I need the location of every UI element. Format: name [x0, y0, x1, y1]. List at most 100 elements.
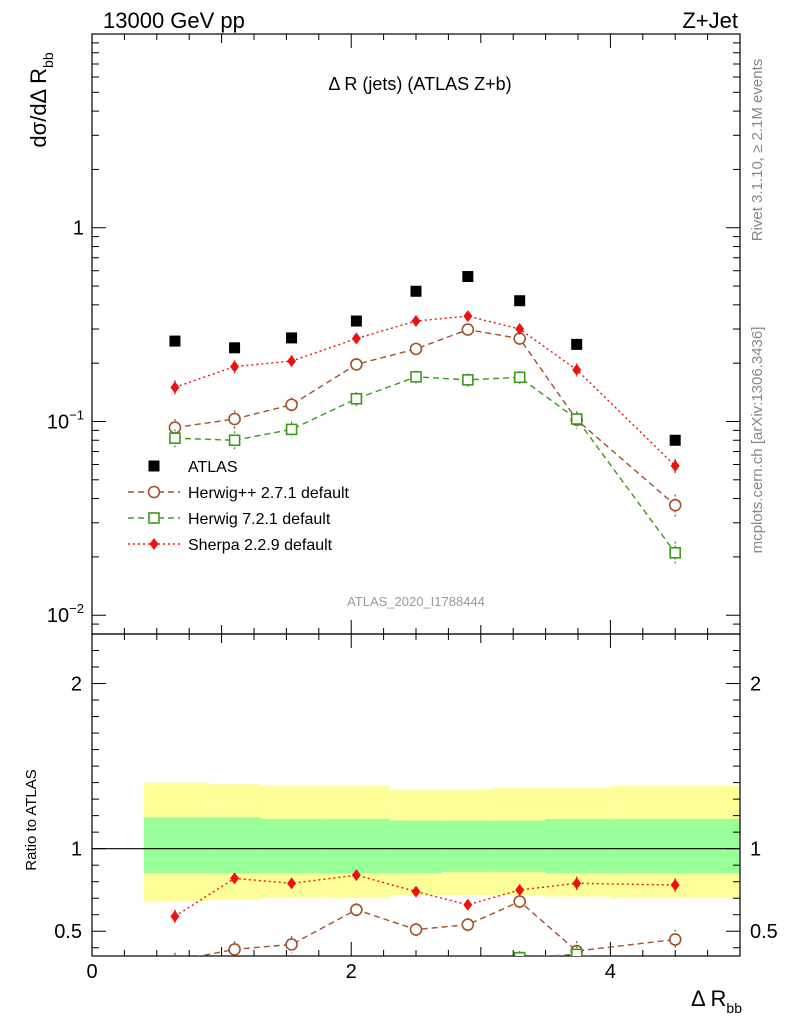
data-point-sherpa [230, 872, 240, 885]
ratio-y-tick-label: 0.5 [750, 921, 778, 943]
data-point-atlas [350, 315, 362, 327]
data-point-sherpa [351, 332, 361, 345]
y-tick-exp: −2 [69, 601, 84, 616]
legend-label: ATLAS [188, 459, 238, 476]
ratio-band-inner [610, 818, 740, 874]
data-point-herwigpp [461, 323, 475, 336]
data-point-sherpa [670, 459, 680, 472]
data-point-herwig7 [411, 959, 421, 969]
data-point-herwig7 [513, 371, 526, 384]
data-point-herwig7 [350, 392, 363, 405]
data-point-sherpa [463, 310, 473, 323]
data-point-herwigpp [513, 895, 526, 908]
data-point-herwig7 [669, 546, 682, 559]
header-process: Z+Jet [682, 8, 738, 33]
ratio-band-inner [208, 817, 261, 874]
data-point-herwigpp [228, 943, 241, 956]
data-point-sherpa [463, 898, 473, 911]
ratio-series-line [536, 953, 591, 956]
x-tick-label: 0 [86, 961, 97, 983]
x-tick-label: 4 [605, 961, 616, 983]
y-tick-base: 10 [47, 605, 69, 627]
ratio-series-line [196, 900, 676, 956]
y-tick-label: 1 [73, 218, 84, 240]
data-point-herwig7 [513, 951, 526, 956]
data-point-sherpa [670, 878, 680, 891]
data-point-sherpa [170, 381, 180, 394]
data-point-sherpa [287, 355, 297, 368]
data-point-sherpa [572, 877, 582, 890]
data-point-herwig7 [287, 964, 297, 974]
data-point-herwig7 [570, 413, 583, 425]
data-point-sherpa [351, 869, 361, 882]
y-tick-base: 1 [73, 218, 84, 240]
ratio-y-tick-label: 1 [71, 839, 82, 861]
data-point-atlas [410, 285, 422, 297]
data-point-herwigpp [350, 903, 363, 917]
data-point-herwig7 [228, 434, 241, 447]
analysis-id: ATLAS_2020_I1788444 [347, 594, 485, 609]
data-point-herwig7 [670, 966, 680, 976]
legend-label: Herwig 7.2.1 default [188, 511, 331, 528]
data-point-herwigpp [168, 421, 182, 434]
data-point-herwigpp [147, 485, 161, 499]
data-point-atlas [669, 434, 681, 446]
data-point-sherpa [411, 885, 421, 898]
ratio-band-inner [493, 820, 546, 872]
ratio-y-tick-label: 0.5 [54, 921, 82, 943]
ratio-band-inner [325, 818, 391, 874]
data-point-atlas [148, 460, 160, 472]
data-point-herwig7 [285, 423, 298, 436]
data-point-sherpa [411, 315, 421, 328]
data-point-herwig7 [148, 512, 160, 524]
data-point-herwig7 [463, 959, 473, 969]
legend-label: Sherpa 2.2.9 default [188, 537, 333, 554]
header-energy: 13000 GeV pp [103, 8, 245, 33]
data-point-herwig7 [462, 374, 474, 386]
data-point-sherpa [515, 883, 525, 896]
data-point-herwig7 [170, 964, 180, 974]
x-tick-label: 2 [346, 961, 357, 983]
ratio-y-tick-label: 2 [71, 674, 82, 696]
data-point-herwigpp [350, 358, 363, 371]
data-point-herwigpp [228, 412, 241, 426]
series-line [174, 328, 676, 506]
data-point-herwigpp [668, 498, 682, 512]
ratio-band-inner [545, 818, 611, 874]
y-axis-label-main: dσ/dΔ R [26, 68, 51, 148]
ratio-series-group [170, 869, 682, 976]
data-point-herwigpp [409, 342, 423, 356]
ratio-y-tick-label: 1 [750, 839, 761, 861]
ratio-band-inner [390, 820, 442, 874]
ratio-ylabel: Ratio to ATLAS [23, 769, 40, 870]
data-point-sherpa [287, 877, 297, 890]
y-tick-label: 10−2 [47, 601, 84, 627]
y-tick-base: 10 [47, 411, 69, 433]
data-point-herwig7 [169, 432, 181, 444]
data-point-atlas [462, 271, 474, 283]
data-point-herwig7 [230, 964, 240, 974]
ratio-y-tick-label: 2 [750, 674, 761, 696]
plot-title: Δ R (jets) (ATLAS Z+b) [328, 74, 511, 94]
data-point-herwigpp [285, 398, 298, 412]
series-line [174, 315, 676, 467]
y-axis-label: dσ/dΔ Rbb [26, 52, 56, 147]
data-point-herwigpp [171, 954, 179, 956]
data-point-sherpa [170, 910, 180, 923]
data-point-sherpa [149, 538, 159, 550]
y-axis-label-sub: bb [40, 52, 56, 68]
data-point-herwigpp [285, 938, 298, 951]
data-point-atlas [229, 342, 241, 354]
x-axis-label-sub: bb [726, 1000, 742, 1016]
ratio-band-inner [260, 818, 326, 874]
data-point-sherpa [572, 363, 582, 376]
data-point-atlas [514, 295, 526, 307]
y-tick-exp: −1 [69, 407, 84, 422]
ratio-band-inner [143, 817, 209, 874]
data-point-atlas [169, 335, 181, 347]
rivet-label: Rivet 3.1.10, ≥ 2.1M events [749, 59, 766, 242]
y-tick-label: 10−1 [47, 407, 84, 433]
data-point-atlas [286, 332, 298, 344]
data-point-herwig7 [410, 371, 422, 383]
